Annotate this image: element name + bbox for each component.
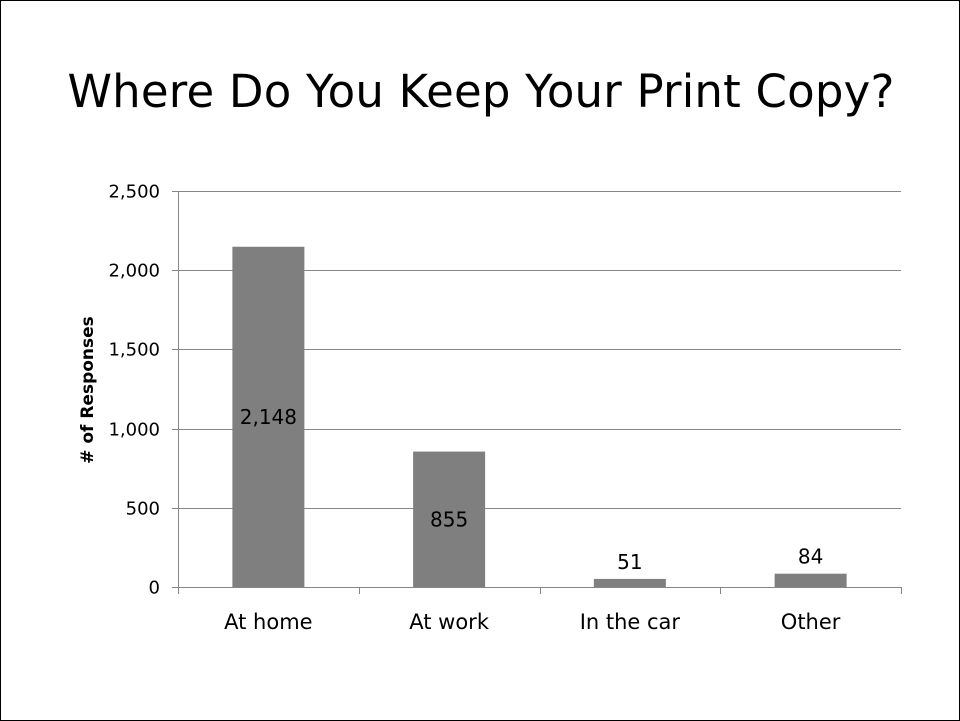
data-label: 855	[430, 507, 468, 531]
data-label: 51	[617, 550, 642, 574]
bar	[593, 578, 666, 587]
x-category-label: In the car	[580, 610, 681, 634]
y-axis-title: # of Responses	[78, 316, 98, 464]
y-tick-label: 0	[149, 578, 160, 599]
y-tick-label: 500	[126, 499, 160, 520]
bar	[774, 573, 847, 587]
bar	[232, 246, 305, 587]
labels: 0 500 1,000 1,500 2,000 2,500 At home 2,148 At w…	[78, 182, 841, 635]
bars	[232, 246, 847, 587]
x-category-label: At work	[409, 610, 490, 634]
y-tick-label: 1,000	[108, 420, 160, 441]
data-label: 84	[798, 545, 823, 569]
y-tick-label: 2,000	[108, 261, 160, 282]
x-category-label: At home	[224, 610, 312, 634]
data-label: 2,148	[240, 405, 297, 429]
y-tick-label: 1,500	[108, 340, 160, 361]
x-category-label: Other	[781, 610, 841, 634]
bar	[413, 451, 486, 587]
axes	[172, 191, 902, 594]
y-tick-label: 2,500	[108, 182, 160, 203]
slide-title: Where Do You Keep Your Print Copy?	[67, 65, 895, 118]
